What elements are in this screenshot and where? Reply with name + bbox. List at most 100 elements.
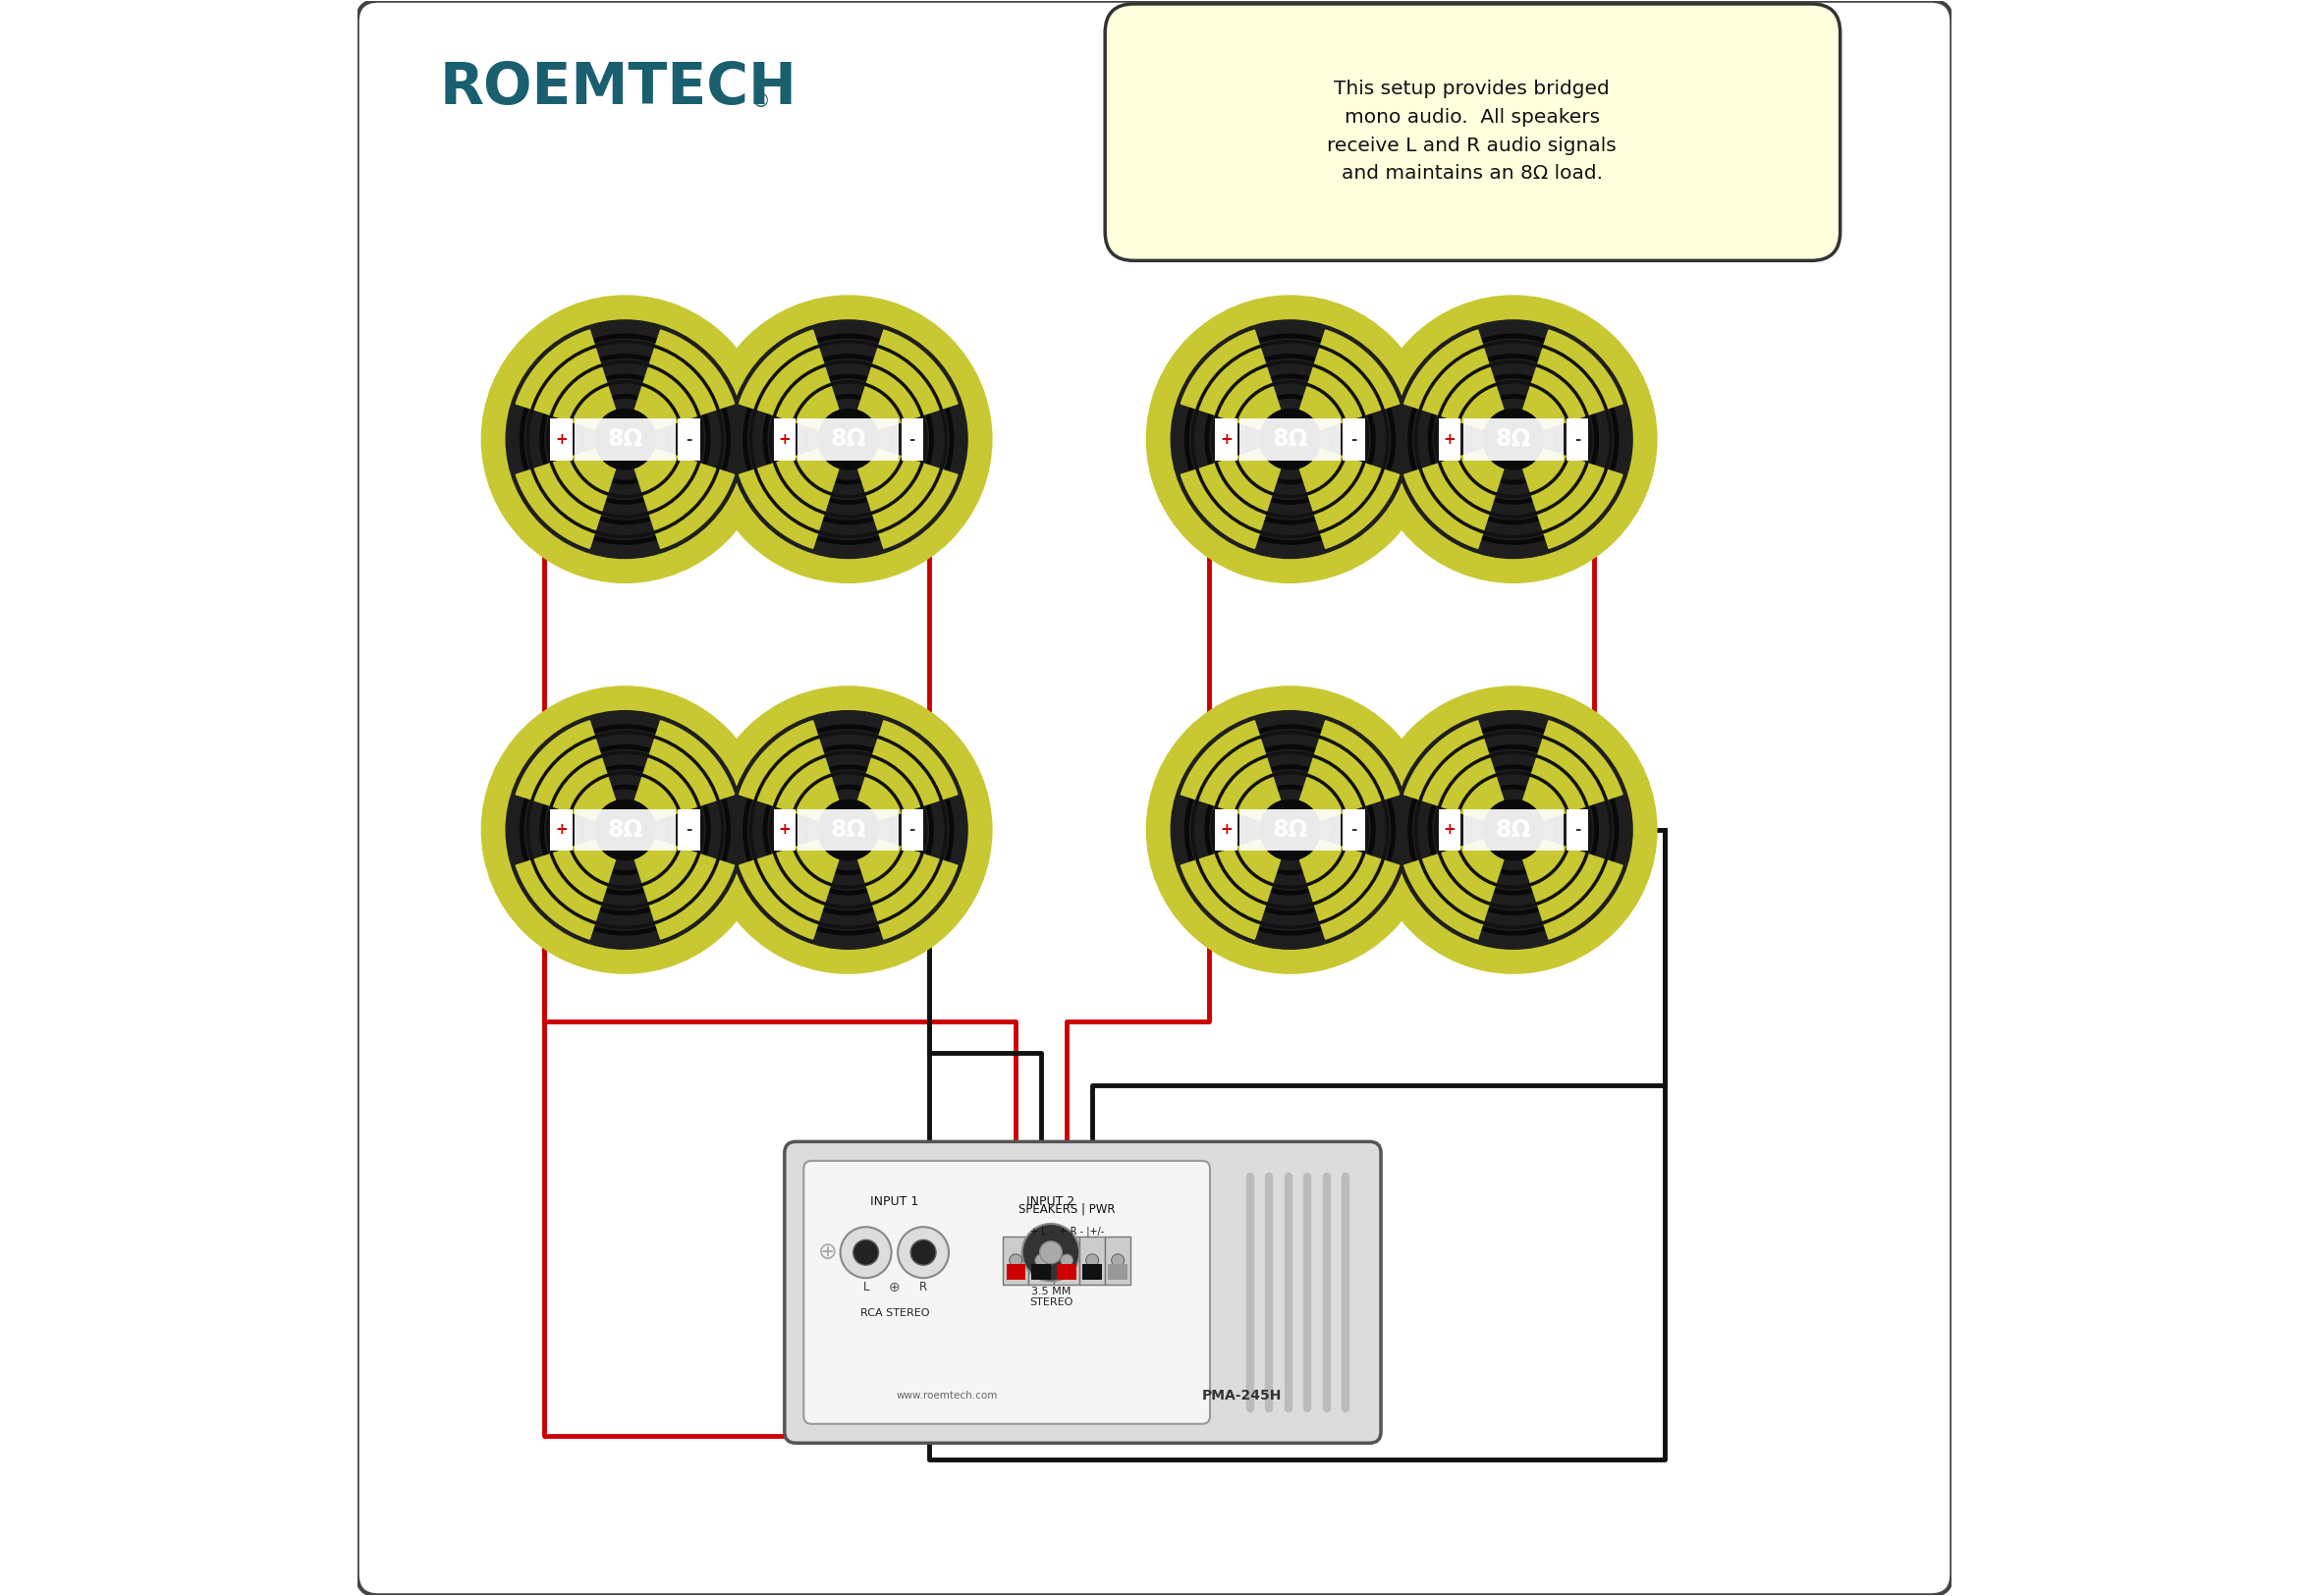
FancyBboxPatch shape	[1106, 1237, 1131, 1285]
Polygon shape	[635, 839, 734, 938]
Polygon shape	[739, 721, 838, 820]
Text: ROEMTECH: ROEMTECH	[441, 61, 797, 117]
Polygon shape	[1180, 721, 1279, 820]
FancyBboxPatch shape	[1007, 1264, 1025, 1280]
Circle shape	[704, 686, 993, 974]
Circle shape	[1060, 1254, 1074, 1267]
Text: +: +	[554, 822, 568, 838]
Circle shape	[1261, 409, 1321, 469]
Text: www.roemtech.com: www.roemtech.com	[896, 1392, 997, 1401]
Circle shape	[730, 710, 967, 950]
Polygon shape	[1300, 721, 1399, 820]
Polygon shape	[1524, 448, 1623, 549]
Polygon shape	[1300, 448, 1399, 549]
Circle shape	[1111, 1254, 1124, 1267]
Polygon shape	[1524, 721, 1623, 820]
Polygon shape	[1180, 839, 1279, 938]
Polygon shape	[1404, 839, 1503, 938]
Polygon shape	[635, 448, 734, 549]
FancyBboxPatch shape	[1002, 1237, 1028, 1285]
Polygon shape	[635, 330, 734, 429]
FancyBboxPatch shape	[575, 809, 677, 851]
Text: +: +	[1219, 433, 1233, 447]
Text: 8Ω: 8Ω	[1272, 819, 1307, 841]
Text: 8Ω: 8Ω	[607, 819, 642, 841]
Polygon shape	[635, 721, 734, 820]
Text: -: -	[686, 433, 693, 447]
Text: -: -	[1575, 822, 1579, 838]
Circle shape	[483, 686, 769, 974]
FancyBboxPatch shape	[1032, 1264, 1051, 1280]
FancyBboxPatch shape	[901, 418, 924, 460]
FancyBboxPatch shape	[550, 418, 573, 460]
Polygon shape	[1404, 721, 1503, 820]
Circle shape	[1009, 1254, 1023, 1267]
Circle shape	[483, 295, 769, 583]
Text: +: +	[1443, 433, 1455, 447]
Circle shape	[704, 295, 993, 583]
Text: 8Ω: 8Ω	[831, 819, 866, 841]
Circle shape	[1395, 710, 1632, 950]
FancyBboxPatch shape	[1215, 809, 1238, 851]
Text: -: -	[910, 822, 914, 838]
Polygon shape	[1300, 839, 1399, 938]
Polygon shape	[859, 330, 958, 429]
Polygon shape	[1300, 330, 1399, 429]
Text: -: -	[1351, 433, 1358, 447]
Polygon shape	[515, 721, 614, 820]
FancyBboxPatch shape	[799, 809, 898, 851]
Circle shape	[852, 1240, 880, 1266]
Polygon shape	[1180, 330, 1279, 429]
Circle shape	[817, 409, 877, 469]
Circle shape	[840, 1227, 891, 1278]
FancyBboxPatch shape	[1439, 418, 1459, 460]
Text: -: -	[910, 433, 914, 447]
FancyBboxPatch shape	[1058, 1264, 1076, 1280]
FancyBboxPatch shape	[1081, 1237, 1106, 1285]
Circle shape	[817, 800, 877, 860]
Polygon shape	[515, 448, 614, 549]
Text: This setup provides bridged
mono audio.  All speakers
receive L and R audio sign: This setup provides bridged mono audio. …	[1328, 80, 1616, 184]
FancyBboxPatch shape	[1439, 809, 1459, 851]
Text: +: +	[554, 433, 568, 447]
Circle shape	[1034, 1254, 1048, 1267]
Text: R: R	[919, 1282, 928, 1294]
Text: 3.5 MM
STEREO: 3.5 MM STEREO	[1030, 1286, 1074, 1307]
Circle shape	[1369, 295, 1658, 583]
Text: PMA-245H: PMA-245H	[1203, 1389, 1281, 1403]
Circle shape	[1171, 321, 1408, 559]
Circle shape	[1482, 409, 1542, 469]
Text: INPUT 1: INPUT 1	[870, 1195, 919, 1208]
FancyBboxPatch shape	[1106, 3, 1840, 260]
Circle shape	[898, 1227, 949, 1278]
Polygon shape	[1524, 839, 1623, 938]
FancyBboxPatch shape	[804, 1160, 1210, 1424]
Polygon shape	[739, 330, 838, 429]
FancyBboxPatch shape	[1464, 809, 1563, 851]
Text: +: +	[778, 433, 790, 447]
Circle shape	[1085, 1254, 1099, 1267]
Text: +: +	[778, 822, 790, 838]
FancyBboxPatch shape	[1240, 418, 1342, 460]
Circle shape	[730, 321, 967, 559]
Text: 8Ω: 8Ω	[1496, 428, 1531, 452]
Circle shape	[1148, 295, 1434, 583]
Text: ®: ®	[750, 93, 771, 112]
Circle shape	[506, 321, 743, 559]
Text: -: -	[1575, 433, 1579, 447]
Circle shape	[1171, 710, 1408, 950]
FancyBboxPatch shape	[1464, 418, 1563, 460]
Text: +: +	[1443, 822, 1455, 838]
FancyBboxPatch shape	[550, 809, 573, 851]
Polygon shape	[859, 721, 958, 820]
Circle shape	[1482, 800, 1542, 860]
FancyBboxPatch shape	[774, 418, 794, 460]
Text: SPEAKERS | PWR: SPEAKERS | PWR	[1018, 1203, 1115, 1216]
FancyBboxPatch shape	[785, 1141, 1381, 1443]
Text: ⊕: ⊕	[817, 1240, 838, 1264]
Circle shape	[1395, 321, 1632, 559]
FancyBboxPatch shape	[1215, 418, 1238, 460]
Text: L: L	[864, 1282, 868, 1294]
FancyBboxPatch shape	[799, 418, 898, 460]
Circle shape	[596, 800, 656, 860]
